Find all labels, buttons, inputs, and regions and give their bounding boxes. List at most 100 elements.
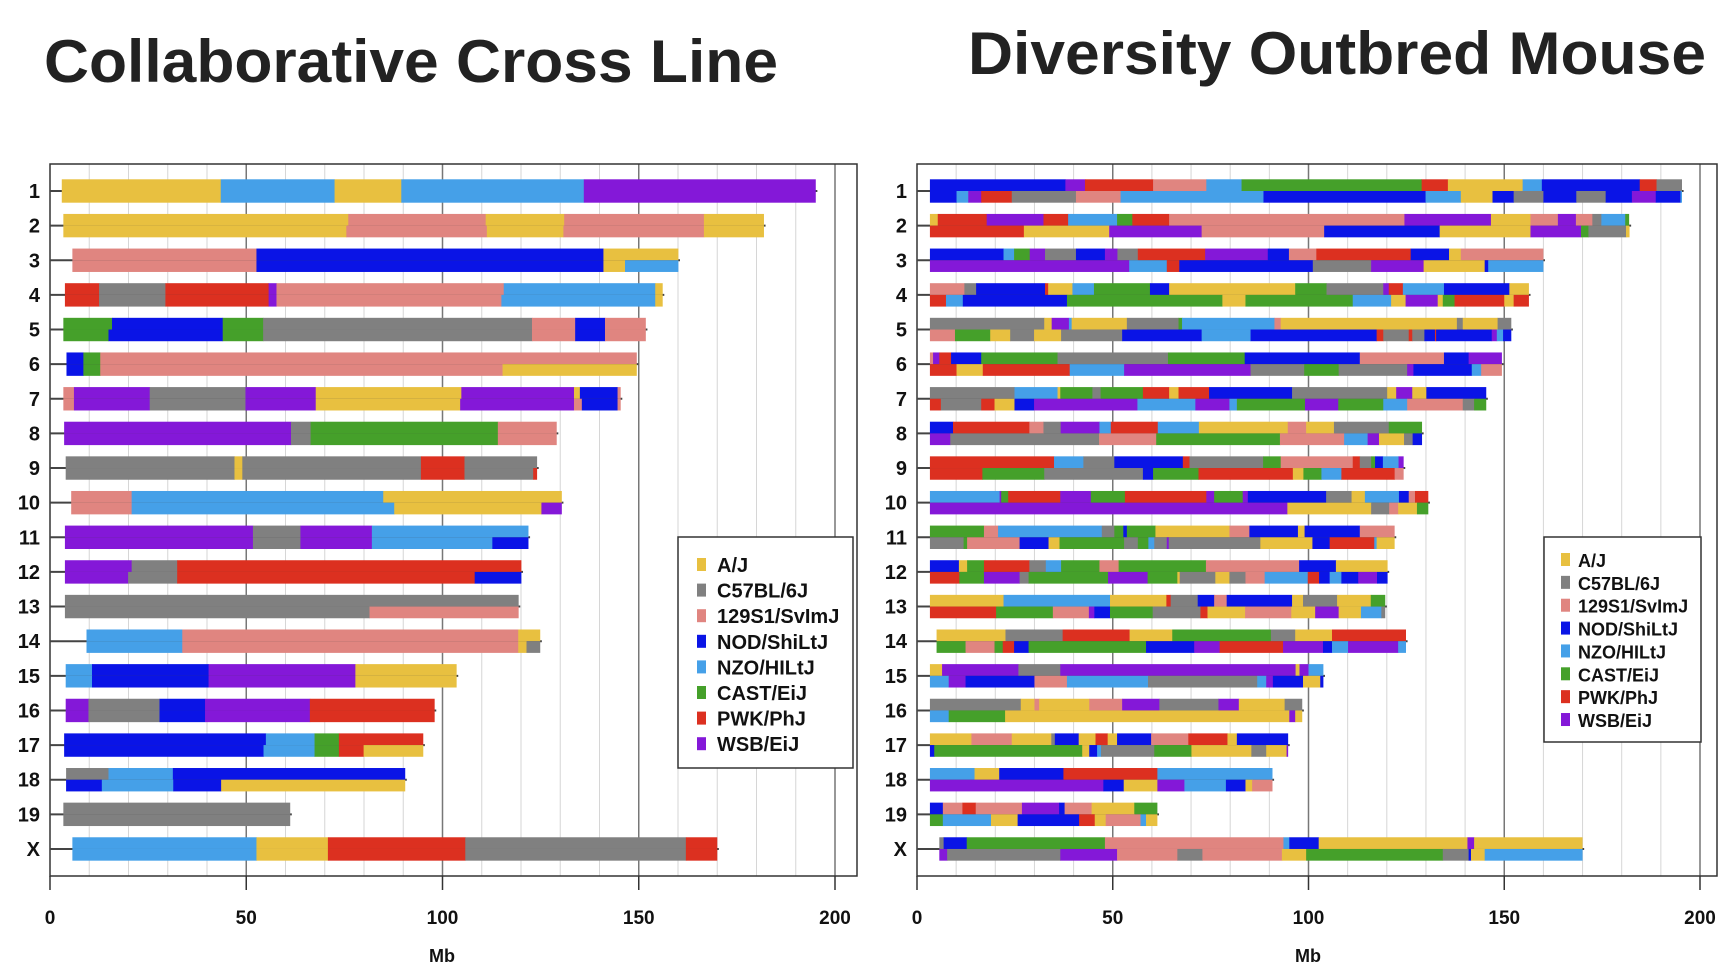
haplotype-segment [1601,213,1626,226]
haplotype-segment [363,745,424,757]
haplotype-segment [66,352,84,365]
haplotype-segment [1303,594,1338,607]
chromosome-label: 15 [885,666,907,688]
haplotype-segment [1090,490,1126,503]
haplotype-segment [965,675,1035,688]
haplotype-segment [1198,468,1294,480]
haplotype-segment [1142,387,1170,399]
haplotype-segment [245,387,317,399]
haplotype-segment [1094,814,1107,827]
haplotype-segment [1132,213,1170,226]
haplotype-segment [959,571,985,584]
haplotype-segment [131,490,384,503]
haplotype-segment [1370,594,1386,607]
haplotype-segment [66,779,103,792]
haplotype-segment [128,571,178,584]
legend-label: WSB/EiJ [1578,711,1652,731]
haplotype-segment [1460,191,1493,203]
haplotype-segment [1120,191,1264,203]
haplotype-segment [265,733,315,746]
haplotype-segment [88,698,160,711]
haplotype-segment [1592,213,1602,226]
haplotype-segment [1179,571,1216,584]
haplotype-segment [1391,294,1406,307]
haplotype-segment [1029,560,1047,572]
haplotype-segment [1295,710,1303,723]
haplotype-segment [165,294,270,307]
haplotype-segment [1470,848,1486,861]
haplotype-segment [86,629,183,642]
haplotype-segment [1034,329,1062,342]
haplotype-segment [1137,248,1206,261]
haplotype-segment [929,352,934,365]
haplotype-segment [1166,537,1170,549]
haplotype-segment [263,317,533,330]
left-x-axis-label: Mb [429,946,455,966]
haplotype-segment [497,421,557,434]
chromosome-label: X [27,839,41,861]
chromosome-label: 19 [885,804,907,826]
haplotype-segment [1329,571,1342,584]
haplotype-segment [355,675,457,688]
haplotype-segment [1242,490,1249,503]
haplotype-segment [338,745,365,757]
haplotype-segment [465,837,687,849]
haplotype-segment [954,329,991,342]
haplotype-segment [1266,745,1287,757]
haplotype-segment [981,398,995,411]
haplotype-segment [1319,571,1331,584]
haplotype-segment [1215,571,1230,584]
haplotype-segment [486,225,564,238]
haplotype-segment [581,398,618,411]
haplotype-segment [1149,283,1170,295]
haplotype-segment [182,629,519,642]
haplotype-segment [975,802,1023,815]
haplotype-segment [1308,664,1324,676]
haplotype-segment [1019,571,1029,584]
haplotype-segment [1287,421,1307,434]
haplotype-segment [962,802,977,815]
haplotype-segment [1124,490,1207,503]
haplotype-segment [1060,848,1118,861]
haplotype-segment [242,456,422,469]
haplotype-segment [1094,606,1111,619]
haplotype-segment [563,225,705,238]
haplotype-segment [1083,456,1115,469]
haplotype-segment [1166,594,1172,607]
haplotype-segment [1097,745,1102,757]
chromosome-label: 19 [18,804,40,826]
haplotype-segment [1434,329,1437,342]
haplotype-segment [655,294,663,307]
haplotype-segment [220,179,335,191]
haplotype-segment [1388,421,1423,434]
haplotype-segment [1626,225,1630,238]
haplotype-segment [63,802,291,815]
haplotype-segment [401,179,585,191]
haplotype-segment [1075,248,1106,261]
haplotype-segment [962,294,1068,307]
haplotype-segment [334,179,402,191]
haplotype-segment [222,317,264,330]
haplotype-segment [929,710,950,723]
chromosome-label: 12 [18,562,40,584]
haplotype-segment [1352,456,1361,469]
haplotype-segment [1005,629,1064,642]
haplotype-segment [1103,779,1125,792]
haplotype-segment [1195,398,1230,411]
legend-label: NZO/HILtJ [1578,642,1666,662]
haplotype-segment [703,213,764,226]
haplotype-segment [604,329,646,342]
legend-label: NOD/ShiLtJ [1578,620,1678,640]
haplotype-segment [222,329,264,342]
legend-swatch [697,634,706,648]
haplotype-segment [983,560,1030,572]
haplotype-segment [159,698,206,711]
haplotype-segment [1530,213,1559,226]
haplotype-segment [256,848,329,861]
haplotype-segment [1060,387,1093,399]
haplotype-segment [1467,837,1475,849]
haplotype-segment [1398,456,1404,469]
haplotype-segment [1177,571,1181,584]
haplotype-segment [929,329,956,342]
